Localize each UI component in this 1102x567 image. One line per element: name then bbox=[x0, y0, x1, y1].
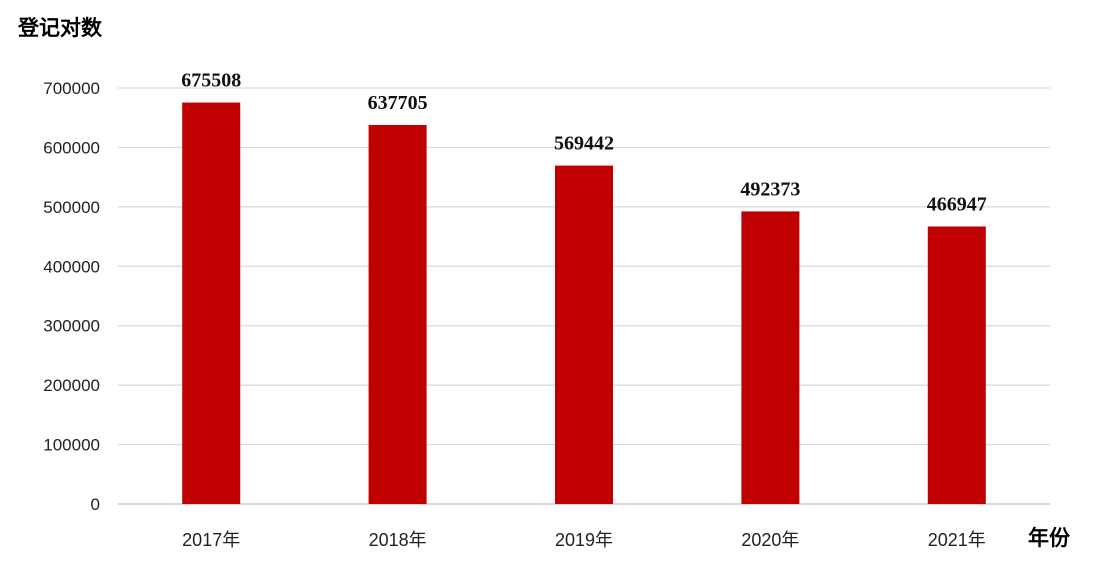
y-tick-label: 300000 bbox=[43, 317, 100, 336]
y-tick-label: 200000 bbox=[43, 376, 100, 395]
bar bbox=[741, 211, 800, 504]
x-axis-ticks: 2017年 2018年 2019年 2020年 2021年 bbox=[182, 530, 986, 550]
y-tick-label: 500000 bbox=[43, 198, 100, 217]
x-tick-label: 2019年 bbox=[555, 530, 613, 550]
x-tick-label: 2018年 bbox=[369, 530, 427, 550]
x-axis-title: 年份 bbox=[1028, 525, 1070, 550]
bars bbox=[182, 102, 986, 505]
data-labels: 675508 637705 569442 492373 466947 bbox=[181, 70, 987, 216]
y-tick-label: 600000 bbox=[43, 138, 100, 157]
data-label: 569442 bbox=[554, 133, 614, 155]
bar bbox=[182, 102, 241, 505]
x-tick-label: 2021年 bbox=[928, 530, 986, 550]
bar bbox=[927, 226, 986, 504]
x-tick-label: 2020年 bbox=[741, 530, 799, 550]
y-axis-ticks: 0 100000 200000 300000 400000 500000 600000 700… bbox=[43, 79, 100, 514]
x-tick-label: 2017年 bbox=[182, 530, 240, 550]
y-tick-label: 0 bbox=[91, 495, 100, 514]
data-label: 492373 bbox=[740, 178, 800, 200]
data-label: 675508 bbox=[181, 70, 241, 92]
y-tick-label: 700000 bbox=[43, 79, 100, 98]
y-tick-label: 400000 bbox=[43, 257, 100, 276]
y-axis-title: 登记对数 bbox=[18, 15, 102, 40]
bar bbox=[555, 165, 613, 505]
data-label: 466947 bbox=[927, 194, 987, 216]
data-label: 637705 bbox=[368, 92, 428, 114]
y-tick-label: 100000 bbox=[43, 436, 100, 455]
bar bbox=[368, 125, 427, 504]
